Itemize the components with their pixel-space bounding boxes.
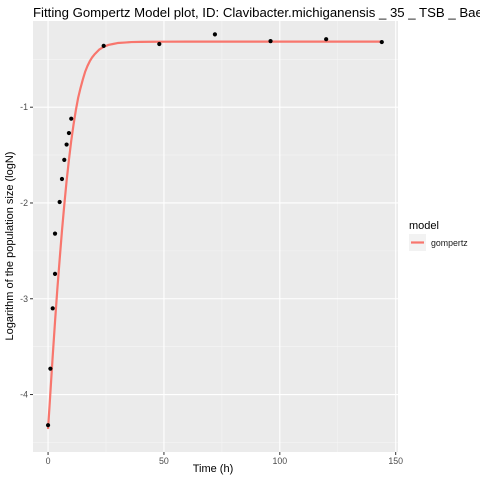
y-tick-label: -4 <box>20 390 28 400</box>
x-tick-label: 150 <box>388 456 403 466</box>
y-tick-label: -3 <box>20 294 28 304</box>
gompertz-fit-line <box>46 40 382 430</box>
data-point-6 <box>59 176 65 182</box>
y-tick-label: -2 <box>20 198 28 208</box>
data-point-4 <box>52 231 58 236</box>
data-point-8 <box>64 142 69 147</box>
x-tick-label: 50 <box>159 456 169 466</box>
x-axis-ticks: 0 50 100 150 <box>46 452 403 466</box>
data-point-7 <box>62 157 67 162</box>
data-point-12 <box>157 41 162 47</box>
data-point-13 <box>212 32 218 37</box>
x-tick-label: 100 <box>272 456 287 466</box>
legend: model gompertz <box>409 220 468 251</box>
legend-title: model <box>409 220 439 232</box>
data-point-11 <box>101 43 106 49</box>
chart-title: Fitting Gompertz Model plot, ID: Claviba… <box>33 5 480 20</box>
data-point-1 <box>48 366 53 371</box>
data-point-2 <box>50 306 55 311</box>
data-point-10 <box>69 116 74 121</box>
x-axis-label: Time (h) <box>193 463 234 475</box>
data-point-14 <box>268 39 273 44</box>
data-point-0 <box>45 423 51 428</box>
y-tick-label: -1 <box>20 102 28 112</box>
data-point-5 <box>57 199 62 205</box>
x-tick-label: 0 <box>46 456 51 466</box>
legend-label-gompertz: gompertz <box>431 238 468 248</box>
grid-major <box>33 21 398 452</box>
data-point-9 <box>66 130 72 136</box>
data-point-16 <box>379 39 384 45</box>
grid-minor <box>33 21 398 452</box>
data-point-3 <box>52 271 58 276</box>
y-axis-ticks: -4 -3 -2 -1 <box>20 102 33 400</box>
plot-panel <box>33 21 398 452</box>
data-point-15 <box>324 37 329 42</box>
data-points <box>45 32 384 428</box>
y-axis-label: Logarithm of the population size (logN) <box>4 152 16 341</box>
